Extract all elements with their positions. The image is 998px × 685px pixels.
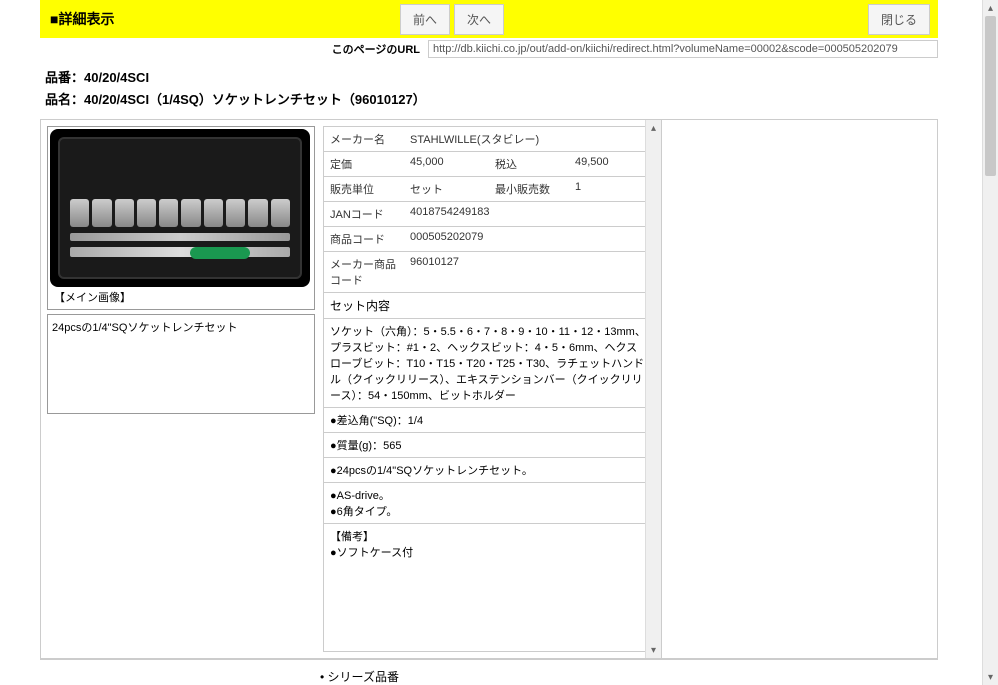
image-description: 24pcsの1/4"SQソケットレンチセット <box>47 314 315 414</box>
header-bar: ■詳細表示 前へ 次へ 閉じる <box>40 0 938 38</box>
spec-bullet: ●差込角("SQ)：1/4 <box>324 408 654 433</box>
table-row: メーカー名STAHLWILLE(スタビレー) <box>324 127 654 152</box>
product-header: 品番：40/20/4SCI 品名：40/20/4SCI（1/4SQ）ソケットレン… <box>0 60 978 115</box>
image-frame: 【メイン画像】 <box>47 126 315 310</box>
remarks-block: 【備考】 ●ソフトケース付 <box>324 524 654 564</box>
table-row: 商品コード000505202079 <box>324 227 654 252</box>
product-name-label: 品名： <box>45 92 84 107</box>
product-code: 40/20/4SCI <box>84 70 149 85</box>
spec-block: メーカー名STAHLWILLE(スタビレー)定価45,000税込49,500販売… <box>323 126 655 652</box>
table-row: 販売単位セット最小販売数1 <box>324 177 654 202</box>
image-block: 【メイン画像】 24pcsの1/4"SQソケットレンチセット <box>47 126 315 652</box>
set-content-title: セット内容 <box>324 293 654 319</box>
page-scrollbar[interactable]: ▴ ▾ <box>982 0 998 685</box>
close-button[interactable]: 閉じる <box>868 4 930 35</box>
page-scroll-thumb[interactable] <box>985 16 996 176</box>
set-content-body: ソケット（六角）：5・5.5・6・7・8・9・10・11・12・13mm、プラス… <box>324 319 654 408</box>
page-scroll-up-icon[interactable]: ▴ <box>983 0 998 16</box>
left-column: 【メイン画像】 24pcsの1/4"SQソケットレンチセット メーカー名STAH… <box>41 120 661 658</box>
url-input[interactable] <box>428 40 938 58</box>
spec-table: メーカー名STAHLWILLE(スタビレー)定価45,000税込49,500販売… <box>324 127 654 293</box>
right-column <box>661 120 937 658</box>
content-area: 【メイン画像】 24pcsの1/4"SQソケットレンチセット メーカー名STAH… <box>40 119 938 659</box>
spec-bullet: ●質量(g)：565 <box>324 433 654 458</box>
inner-scrollbar[interactable]: ▴ ▾ <box>645 120 661 658</box>
url-label: このページのURL <box>332 41 420 57</box>
product-image <box>50 129 310 287</box>
table-row: JANコード4018754249183 <box>324 202 654 227</box>
scroll-down-icon[interactable]: ▾ <box>646 642 661 658</box>
scroll-up-icon[interactable]: ▴ <box>646 120 661 136</box>
page-scroll-down-icon[interactable]: ▾ <box>983 669 998 685</box>
footer-row: • シリーズ品番 <box>40 659 938 685</box>
product-name: 40/20/4SCI（1/4SQ）ソケットレンチセット（96010127） <box>84 92 426 107</box>
next-button[interactable]: 次へ <box>454 4 504 35</box>
url-row: このページのURL <box>0 38 978 60</box>
series-label: シリーズ品番 <box>328 670 399 684</box>
spec-bullet: ●24pcsの1/4"SQソケットレンチセット。 <box>324 458 654 483</box>
page-title: ■詳細表示 <box>50 9 114 29</box>
drive-lines: ●AS-drive。 ●6角タイプ。 <box>324 483 654 524</box>
nav-buttons: 前へ 次へ <box>400 4 504 35</box>
image-caption: 【メイン画像】 <box>50 287 312 307</box>
table-row: 定価45,000税込49,500 <box>324 152 654 177</box>
prev-button[interactable]: 前へ <box>400 4 450 35</box>
remarks-body: ●ソフトケース付 <box>330 544 648 560</box>
table-row: メーカー商品コード96010127 <box>324 252 654 293</box>
remarks-title: 【備考】 <box>330 528 648 544</box>
product-code-label: 品番： <box>45 70 84 85</box>
